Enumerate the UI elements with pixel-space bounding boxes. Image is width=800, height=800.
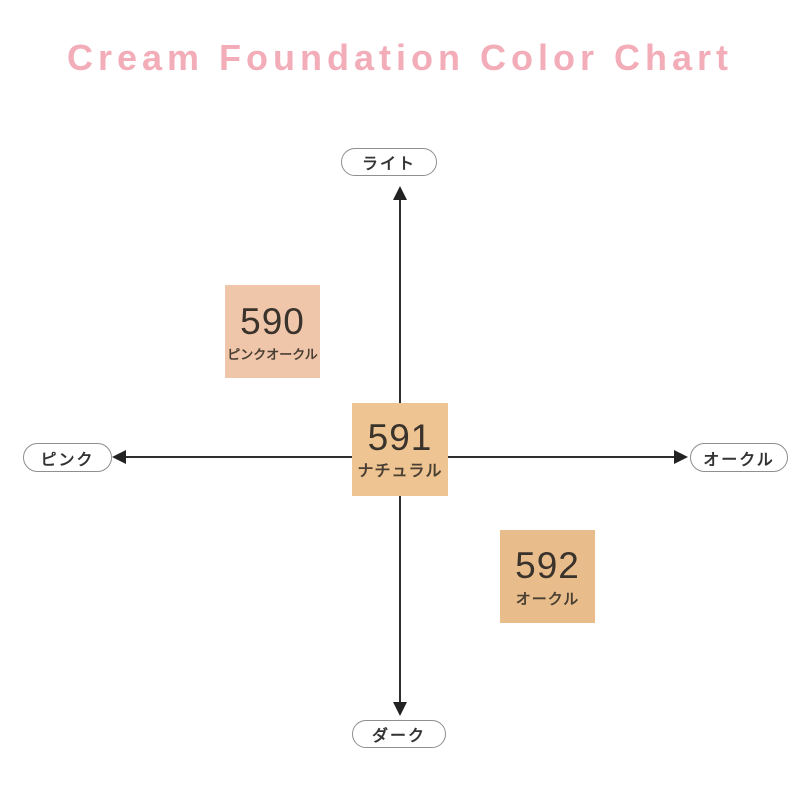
page-title: Cream Foundation Color Chart	[66, 37, 733, 78]
axis-label-light: ライト	[341, 148, 437, 176]
swatch-590-number: 590	[240, 300, 305, 342]
arrow-up-icon	[393, 186, 407, 200]
axis-label-dark-text: ダーク	[371, 728, 426, 745]
axis-label-ochre: オークル	[690, 443, 788, 472]
swatch-592-label: オークル	[515, 590, 580, 608]
axis-label-dark: ダーク	[352, 720, 446, 748]
axis-label-pink-text: ピンク	[40, 451, 95, 469]
swatch-591-label: ナチュラル	[357, 463, 443, 480]
swatch-591: 591 ナチュラル	[352, 403, 448, 496]
arrow-left-icon	[112, 450, 126, 464]
swatch-592-number: 592	[515, 544, 580, 586]
swatch-590: 590 ピンクオークル	[225, 285, 320, 378]
swatch-591-number: 591	[367, 417, 433, 458]
arrow-right-icon	[674, 450, 688, 464]
axis-label-pink: ピンク	[23, 443, 112, 472]
swatch-590-label: ピンクオークル	[227, 346, 318, 362]
swatch-592: 592 オークル	[500, 530, 595, 623]
arrow-down-icon	[393, 702, 407, 716]
axis-label-light-text: ライト	[361, 156, 416, 173]
axis-label-ochre-text: オークル	[703, 451, 775, 469]
